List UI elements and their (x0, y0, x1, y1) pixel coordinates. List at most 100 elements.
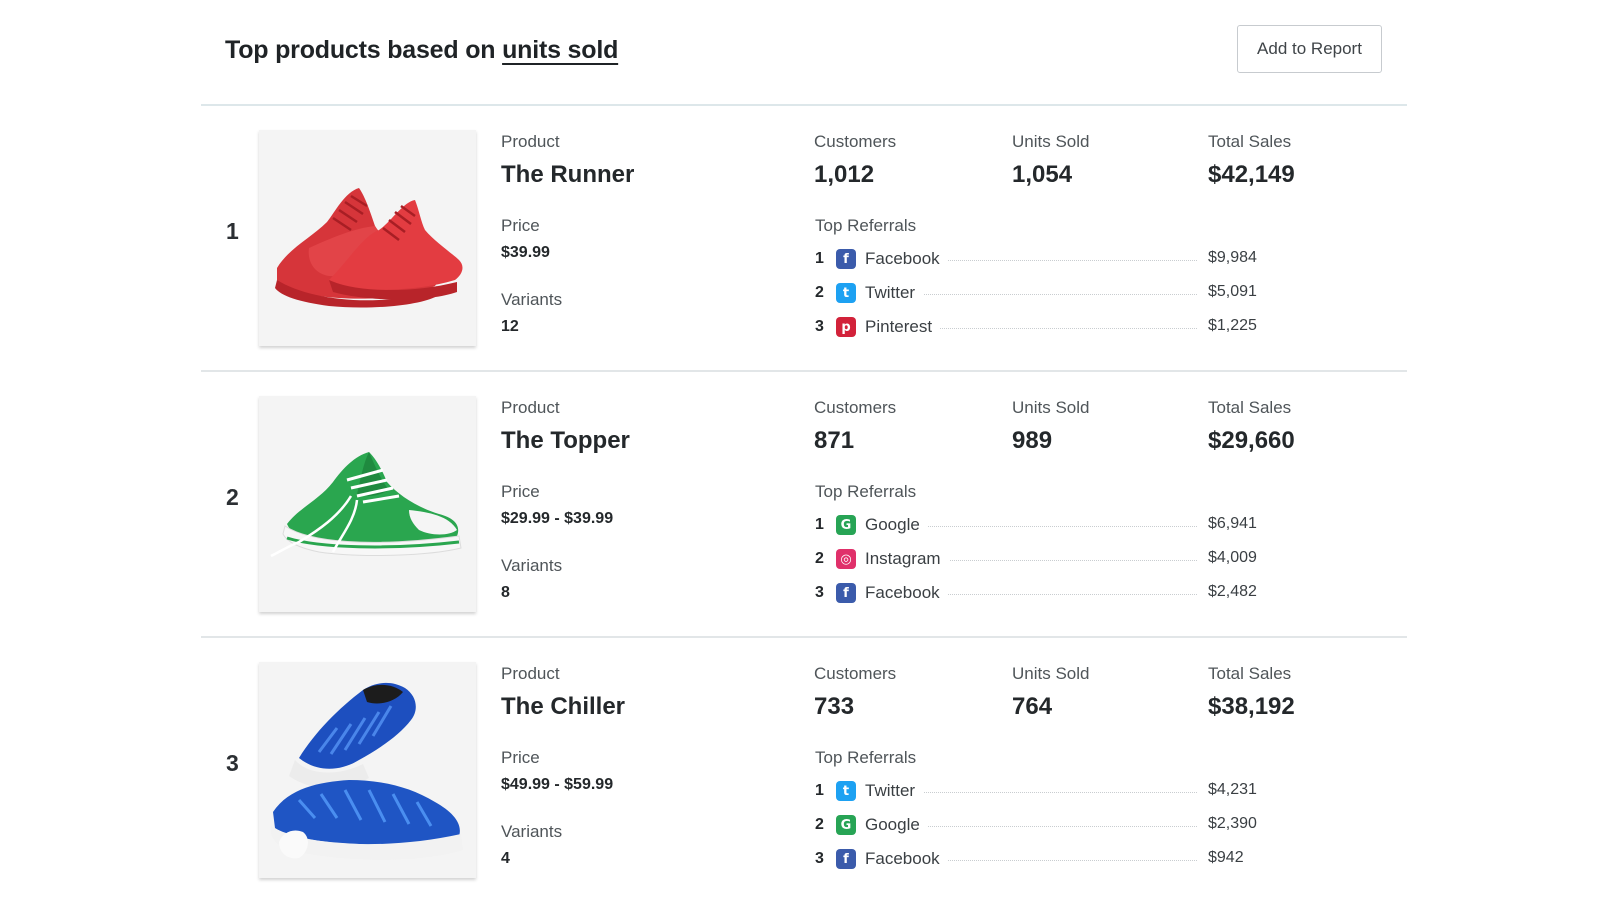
product-row: 3 Product The Chiller Price $49.99 - $59… (201, 638, 1407, 900)
units-sold-label: Units Sold (1012, 664, 1090, 683)
referral-item: 1 f Facebook $9,984 (815, 248, 1265, 272)
page-title: Top products based on units sold (225, 36, 618, 65)
units-sold-value: 989 (1012, 427, 1053, 454)
metric-selector-link[interactable]: units sold (502, 36, 619, 64)
customers-label: Customers (814, 132, 897, 151)
referral-item: 1 G Google $6,941 (815, 514, 1265, 538)
dotted-leader (865, 826, 1197, 827)
referral-amount: $942 (1208, 849, 1244, 866)
green-canvas-shoe-image (270, 452, 462, 558)
dotted-leader (865, 294, 1197, 295)
referral-item: 2 ◎ Instagram $4,009 (815, 548, 1265, 572)
product-image-red-sneakers[interactable] (259, 130, 476, 346)
units-sold-label: Units Sold (1012, 398, 1090, 417)
google-icon: G (836, 515, 856, 535)
dotted-leader (865, 792, 1197, 793)
referral-source: Google (865, 515, 928, 535)
referral-item: 3 f Facebook $2,482 (815, 582, 1265, 606)
variants-label: Variants (501, 556, 563, 575)
product-label: Product (501, 132, 560, 151)
referral-rank: 1 (815, 782, 824, 799)
customers-value: 1,012 (814, 161, 875, 188)
total-sales-value: $29,660 (1208, 427, 1295, 454)
product-rank: 1 (226, 218, 239, 244)
total-sales-label: Total Sales (1208, 132, 1292, 151)
referral-item: 3 f Facebook $942 (815, 848, 1265, 872)
product-name[interactable]: The Topper (501, 427, 630, 454)
row-divider (201, 370, 1407, 372)
total-sales-label: Total Sales (1208, 398, 1292, 417)
product-image-green-canvas-shoe[interactable] (259, 396, 476, 612)
referral-item: 3 p Pinterest $1,225 (815, 316, 1265, 340)
customers-value: 871 (814, 427, 855, 454)
header-divider (201, 104, 1407, 106)
product-price: $39.99 (501, 244, 550, 261)
add-to-report-button[interactable]: Add to Report (1237, 25, 1382, 73)
referral-rank: 3 (815, 850, 824, 867)
top-referrals-label: Top Referrals (815, 216, 917, 235)
top-referrals-label: Top Referrals (815, 482, 917, 501)
product-name[interactable]: The Runner (501, 161, 635, 188)
product-rank: 2 (226, 484, 239, 510)
units-sold-value: 1,054 (1012, 161, 1073, 188)
referral-amount: $5,091 (1208, 283, 1257, 300)
referral-rank: 2 (815, 550, 824, 567)
referral-amount: $4,231 (1208, 781, 1257, 798)
referral-amount: $6,941 (1208, 515, 1257, 532)
referral-item: 2 t Twitter $5,091 (815, 282, 1265, 306)
dotted-leader (865, 260, 1197, 261)
google-icon: G (836, 815, 856, 835)
referral-amount: $9,984 (1208, 249, 1257, 266)
dotted-leader (865, 860, 1197, 861)
referral-item: 2 G Google $2,390 (815, 814, 1265, 838)
customers-value: 733 (814, 693, 855, 720)
referral-amount: $2,390 (1208, 815, 1257, 832)
product-label: Product (501, 664, 560, 683)
total-sales-value: $42,149 (1208, 161, 1295, 188)
top-referrals-label: Top Referrals (815, 748, 917, 767)
total-sales-value: $38,192 (1208, 693, 1295, 720)
facebook-icon: f (836, 249, 856, 269)
product-row: 1 Product The Runner Price $39.99 Varian… (201, 106, 1407, 372)
report-header: Top products based on units sold Add to … (0, 0, 1600, 104)
referral-amount: $1,225 (1208, 317, 1257, 334)
total-sales-label: Total Sales (1208, 664, 1292, 683)
red-sneakers-image (275, 188, 463, 308)
facebook-icon: f (836, 849, 856, 869)
units-sold-label: Units Sold (1012, 132, 1090, 151)
referral-rank: 3 (815, 318, 824, 335)
twitter-icon: t (836, 781, 856, 801)
units-sold-value: 764 (1012, 693, 1053, 720)
title-prefix: Top products based on (225, 36, 496, 64)
product-name[interactable]: The Chiller (501, 693, 626, 720)
referral-source: Facebook (865, 583, 948, 603)
referral-source: Twitter (865, 283, 924, 303)
product-price: $29.99 - $39.99 (501, 510, 614, 527)
referral-source: Facebook (865, 249, 948, 269)
price-label: Price (501, 482, 540, 501)
referral-source: Instagram (865, 549, 949, 569)
dotted-leader (865, 526, 1197, 527)
product-variants: 8 (501, 584, 510, 601)
price-label: Price (501, 748, 540, 767)
twitter-icon: t (836, 283, 856, 303)
referral-rank: 1 (815, 250, 824, 267)
referral-source: Facebook (865, 849, 948, 869)
product-variants: 12 (501, 318, 519, 335)
row-divider (201, 636, 1407, 638)
referral-amount: $2,482 (1208, 583, 1257, 600)
product-variants: 4 (501, 850, 510, 867)
referral-rank: 1 (815, 516, 824, 533)
dotted-leader (865, 328, 1197, 329)
product-price: $49.99 - $59.99 (501, 776, 614, 793)
product-image-blue-knit-sneakers[interactable] (259, 662, 476, 878)
pinterest-icon: p (836, 317, 856, 337)
product-rank: 3 (226, 750, 239, 776)
referral-source: Pinterest (865, 317, 941, 337)
facebook-icon: f (836, 583, 856, 603)
dotted-leader (865, 560, 1197, 561)
referral-rank: 3 (815, 584, 824, 601)
referral-rank: 2 (815, 284, 824, 301)
instagram-icon: ◎ (836, 549, 856, 569)
